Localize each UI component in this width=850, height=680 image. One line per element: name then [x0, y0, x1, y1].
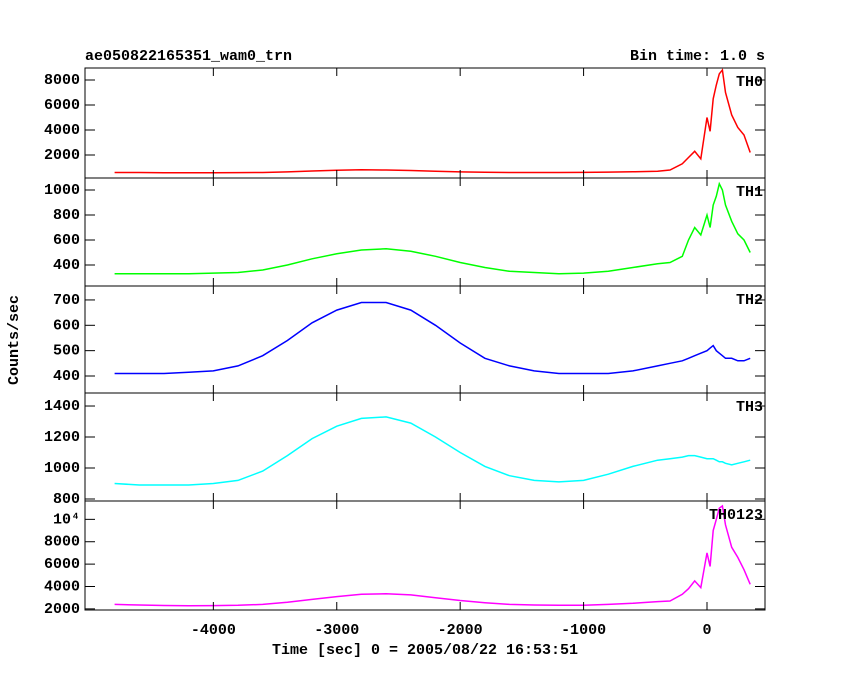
x-tick-label: 0	[702, 622, 711, 639]
x-tick-label: -4000	[191, 622, 236, 639]
x-tick-label: -1000	[561, 622, 606, 639]
y-tick-label: 700	[53, 292, 80, 309]
x-tick-label: -2000	[438, 622, 483, 639]
y-tick-label: 2000	[44, 147, 80, 164]
panel-frame	[84, 285, 766, 394]
y-tick-label: 8000	[44, 534, 80, 551]
x-tick-label: -3000	[314, 622, 359, 639]
panel-label: TH1	[736, 184, 763, 201]
y-tick-label: 6000	[44, 97, 80, 114]
panel-frame	[84, 500, 766, 611]
data-line	[114, 504, 751, 607]
y-tick-label: 1400	[44, 398, 80, 415]
y-tick-label: 1000	[44, 460, 80, 477]
y-tick-label: 1200	[44, 429, 80, 446]
y-tick-label: 1000	[44, 182, 80, 199]
y-tick-label: 500	[53, 343, 80, 360]
y-tick-label: 4000	[44, 122, 80, 139]
y-tick-label: 10⁴	[53, 511, 80, 528]
chart-title: ae050822165351_wam0_trn	[85, 48, 292, 65]
y-tick-label: 400	[53, 257, 80, 274]
panel-label: TH0123	[709, 507, 763, 524]
data-line	[114, 301, 751, 375]
x-axis-label: Time [sec] 0 = 2005/08/22 16:53:51	[272, 642, 578, 659]
y-tick-label: 6000	[44, 556, 80, 573]
y-tick-label: 600	[53, 232, 80, 249]
panel-label: TH2	[736, 292, 763, 309]
data-line	[114, 68, 751, 174]
y-tick-label: 600	[53, 317, 80, 334]
data-line	[114, 181, 751, 275]
y-tick-label: 400	[53, 368, 80, 385]
y-tick-label: 2000	[44, 601, 80, 618]
panel-frame	[84, 177, 766, 287]
y-tick-label: 800	[53, 491, 80, 508]
panel-label: TH0	[736, 74, 763, 91]
y-tick-label: 8000	[44, 72, 80, 89]
data-line	[114, 416, 751, 486]
panel-label: TH3	[736, 399, 763, 416]
y-tick-label: 800	[53, 207, 80, 224]
y-axis-label: Counts/sec	[6, 295, 23, 385]
y-tick-label: 4000	[44, 578, 80, 595]
panel-frame	[84, 67, 766, 179]
bin-time: Bin time: 1.0 s	[630, 48, 765, 65]
